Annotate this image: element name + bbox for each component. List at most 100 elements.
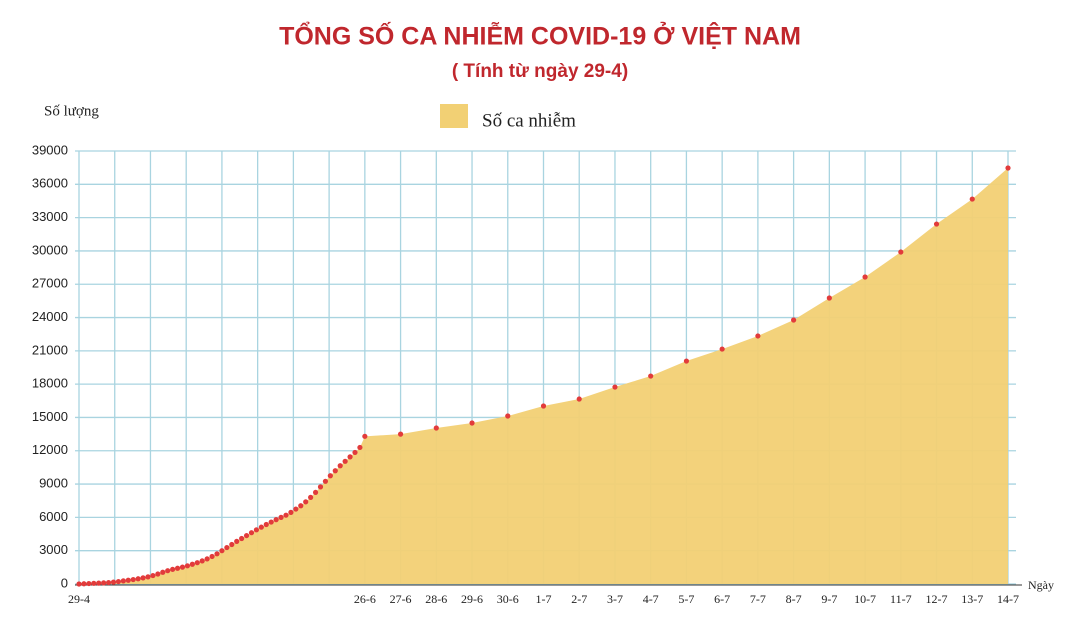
point xyxy=(293,506,299,512)
point xyxy=(219,548,225,554)
point xyxy=(357,444,363,451)
point xyxy=(322,478,329,484)
point xyxy=(332,468,338,474)
y-tick-label: 9000 xyxy=(39,476,68,491)
x-tick-label: 1-7 xyxy=(536,592,552,606)
point xyxy=(184,563,191,569)
point xyxy=(352,449,358,456)
point xyxy=(347,454,353,460)
point xyxy=(283,512,289,518)
point xyxy=(115,578,122,585)
point xyxy=(298,503,304,509)
x-tick-label: 29-6 xyxy=(461,592,483,606)
x-axis-label: Ngày xyxy=(1028,578,1054,592)
y-tick-label: 33000 xyxy=(32,209,68,224)
point xyxy=(969,196,975,202)
y-tick-label: 24000 xyxy=(32,309,68,324)
point xyxy=(160,569,166,575)
chart-subtitle: ( Tính từ ngày 29-4) xyxy=(452,61,628,82)
point xyxy=(253,527,260,533)
x-tick-label: 26-6 xyxy=(354,592,376,606)
x-tick-label: 7-7 xyxy=(750,592,766,606)
x-tick-label: 28-6 xyxy=(425,592,447,606)
point xyxy=(76,581,82,587)
point xyxy=(683,358,690,364)
point xyxy=(199,558,205,564)
x-tick-label: 29-4 xyxy=(68,592,90,606)
x-tick-label: 3-7 xyxy=(607,592,623,606)
y-tick-label: 6000 xyxy=(39,509,68,524)
point xyxy=(179,564,186,570)
y-tick-label: 0 xyxy=(61,575,68,590)
x-tick-label: 14-7 xyxy=(997,592,1019,606)
x-tick-label: 27-6 xyxy=(390,592,412,606)
point xyxy=(189,561,195,567)
point xyxy=(505,413,511,419)
x-tick-label: 30-6 xyxy=(497,592,519,606)
x-tick-label: 2-7 xyxy=(571,592,587,606)
point xyxy=(81,581,87,587)
point xyxy=(826,295,832,301)
y-tick-label: 21000 xyxy=(32,342,68,357)
point xyxy=(140,575,146,581)
point xyxy=(224,544,230,551)
point xyxy=(209,553,215,560)
point xyxy=(86,580,92,587)
point xyxy=(862,274,868,280)
point xyxy=(433,425,439,431)
point xyxy=(174,565,181,571)
y-tick-label: 3000 xyxy=(39,542,68,557)
legend-label: Số ca nhiễm xyxy=(482,110,576,131)
point xyxy=(145,574,151,580)
y-tick-label: 39000 xyxy=(32,142,68,157)
point xyxy=(268,519,274,525)
point xyxy=(101,580,107,586)
x-tick-label: 11-7 xyxy=(890,592,912,606)
y-tick-label: 36000 xyxy=(32,176,68,191)
point xyxy=(342,458,348,464)
point xyxy=(303,499,309,505)
point xyxy=(1005,165,1011,171)
x-tick-label: 8-7 xyxy=(786,592,802,606)
point xyxy=(243,532,250,539)
point xyxy=(258,524,264,530)
point xyxy=(312,489,319,496)
point xyxy=(170,566,176,572)
point xyxy=(362,433,368,439)
point xyxy=(155,571,161,577)
point xyxy=(337,463,343,469)
y-tick-label: 27000 xyxy=(32,276,68,291)
point xyxy=(105,579,112,586)
point xyxy=(91,580,97,586)
point xyxy=(239,535,245,542)
point xyxy=(214,551,220,557)
point xyxy=(194,560,200,566)
point xyxy=(719,346,725,352)
point xyxy=(273,517,279,523)
x-tick-label: 4-7 xyxy=(643,592,659,606)
legend-swatch xyxy=(440,104,468,128)
point xyxy=(317,484,324,490)
point xyxy=(248,530,255,536)
point xyxy=(576,396,582,402)
point xyxy=(110,579,117,585)
x-tick-label: 12-7 xyxy=(926,592,948,606)
point xyxy=(234,538,240,544)
point xyxy=(120,578,126,584)
x-tick-label: 6-7 xyxy=(714,592,730,606)
point xyxy=(648,373,654,379)
area xyxy=(79,167,1008,585)
point xyxy=(204,556,210,562)
y-tick-label: 30000 xyxy=(32,242,68,257)
y-tick-label: 12000 xyxy=(32,442,68,457)
point xyxy=(755,333,761,339)
point xyxy=(397,431,404,437)
point xyxy=(327,473,333,479)
x-tick-label: 10-7 xyxy=(854,592,876,606)
point xyxy=(278,514,284,520)
point xyxy=(469,420,475,426)
point xyxy=(263,521,269,528)
point xyxy=(125,577,131,583)
point xyxy=(791,317,797,323)
